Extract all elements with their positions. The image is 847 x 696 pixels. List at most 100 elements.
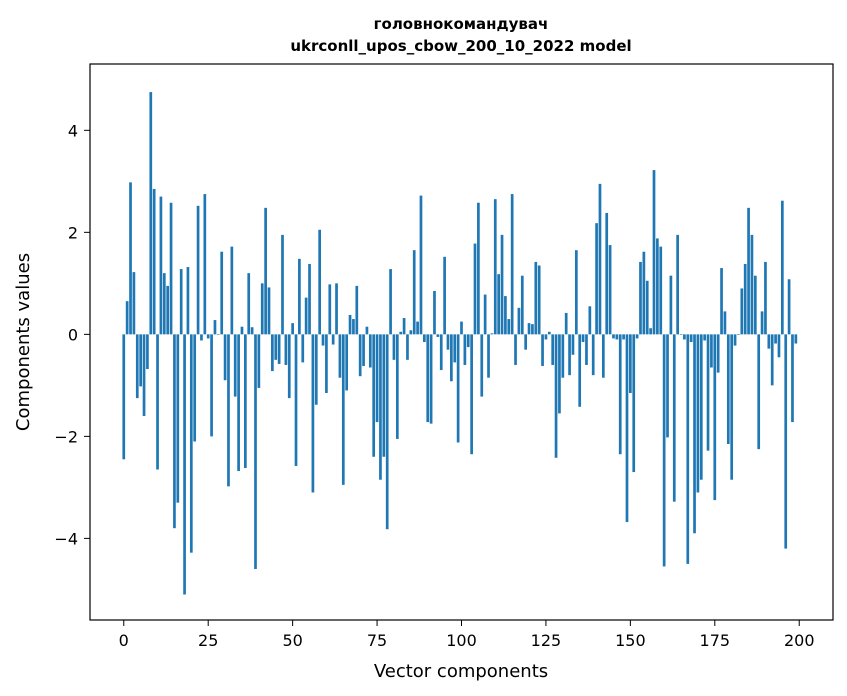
bar-36 [244, 334, 247, 468]
bar-89 [423, 334, 426, 342]
bar-139 [591, 334, 595, 376]
bar-11 [159, 196, 163, 335]
x-tick-label-125: 125 [531, 631, 562, 650]
bar-95 [443, 256, 446, 335]
bar-179 [726, 334, 730, 445]
x-tick-label-150: 150 [615, 631, 646, 650]
bar-30 [223, 334, 227, 381]
bar-1 [125, 301, 129, 335]
x-tick-label-50: 50 [282, 631, 302, 650]
bar-52 [298, 258, 301, 335]
bar-14 [169, 202, 173, 335]
bar-112 [500, 234, 504, 335]
bar-154 [642, 251, 646, 335]
x-tick-label-75: 75 [367, 631, 387, 650]
bar-189 [760, 311, 764, 335]
bar-47 [281, 234, 284, 335]
bar-165 [679, 334, 683, 335]
bar-54 [304, 297, 308, 335]
bar-145 [612, 334, 615, 339]
bar-58 [318, 229, 321, 335]
bar-197 [787, 279, 791, 335]
bar-141 [598, 183, 602, 335]
bar-72 [365, 326, 369, 335]
bar-74 [372, 334, 376, 457]
bar-41 [260, 283, 264, 335]
bar-178 [723, 311, 727, 335]
bar-60 [325, 334, 328, 394]
bar-77 [382, 334, 386, 457]
bar-171 [699, 334, 703, 480]
bar-37 [247, 273, 251, 335]
bar-59 [321, 334, 325, 346]
bar-98 [453, 334, 457, 363]
bar-39 [254, 334, 257, 569]
bar-149 [625, 334, 629, 523]
bar-69 [355, 285, 359, 335]
bar-109 [490, 333, 494, 335]
bar-71 [362, 334, 365, 366]
bar-151 [632, 334, 636, 473]
bar-107 [483, 294, 487, 335]
bar-21 [193, 334, 197, 442]
bar-29 [220, 251, 224, 335]
bar-131 [564, 312, 568, 335]
bar-32 [230, 246, 234, 335]
bar-116 [514, 334, 517, 365]
bar-175 [713, 334, 717, 501]
bar-169 [693, 334, 696, 534]
bar-46 [277, 334, 281, 364]
x-axis-label: Vector components [374, 661, 548, 682]
bar-9 [152, 188, 156, 335]
bar-78 [385, 334, 389, 530]
bar-128 [554, 334, 558, 458]
bar-16 [176, 334, 180, 503]
bar-156 [649, 328, 652, 335]
bar-10 [156, 334, 159, 470]
y-tick-label--4: −4 [54, 529, 78, 548]
bar-126 [547, 331, 551, 335]
bar-114 [507, 319, 511, 335]
bar-35 [240, 326, 244, 335]
bar-88 [419, 195, 423, 335]
bar-75 [375, 334, 379, 423]
y-tick-label--2: −2 [54, 427, 78, 446]
bar-135 [578, 334, 582, 407]
bar-188 [757, 334, 761, 450]
y-axis-ticks: 4 2 0 −2 −4 [54, 121, 90, 548]
bar-127 [551, 334, 555, 365]
bar-81 [395, 334, 399, 439]
bar-28 [216, 334, 220, 335]
bar-3 [132, 272, 136, 335]
bar-82 [399, 331, 403, 335]
bar-142 [601, 334, 605, 378]
bar-27 [213, 320, 217, 335]
bar-122 [534, 261, 538, 335]
bar-125 [544, 334, 548, 340]
bar-133 [571, 334, 575, 355]
bar-174 [710, 334, 713, 368]
bar-25 [206, 334, 210, 339]
bar-34 [237, 334, 240, 472]
bar-84 [406, 334, 409, 360]
bar-121 [531, 324, 534, 335]
bar-40 [257, 334, 261, 388]
bar-12 [162, 273, 166, 335]
bar-73 [368, 334, 372, 368]
bar-97 [450, 334, 453, 382]
bar-108 [487, 334, 490, 378]
bar-102 [466, 334, 470, 348]
bar-63 [335, 283, 338, 335]
bar-20 [189, 334, 193, 553]
bar-150 [629, 334, 632, 394]
bar-31 [227, 334, 230, 487]
bar-5 [139, 334, 143, 387]
bar-80 [392, 334, 396, 360]
x-tick-label-100: 100 [446, 631, 477, 650]
bar-103 [470, 334, 473, 455]
x-tick-label-175: 175 [700, 631, 731, 650]
bar-148 [622, 334, 625, 340]
bar-13 [166, 285, 170, 335]
bar-130 [561, 334, 565, 378]
bar-7 [146, 334, 149, 370]
